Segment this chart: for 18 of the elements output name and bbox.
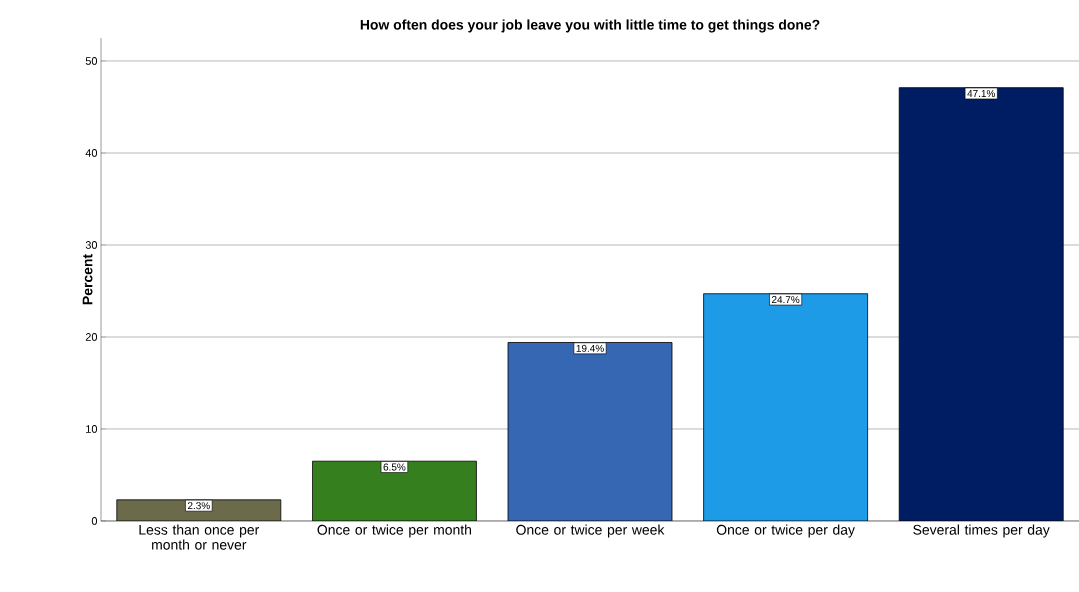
x-tick-label: Once or twice per day xyxy=(716,524,855,538)
y-tick-label: 0 xyxy=(91,517,98,525)
y-tick-label: 10 xyxy=(86,425,98,433)
data-label: 47.1% xyxy=(967,89,995,97)
chart-title: How often does your job leave you with little time to get things done? xyxy=(360,19,820,33)
y-axis-title: Percent xyxy=(82,254,93,305)
y-tick-label: 20 xyxy=(85,333,98,341)
y-tick-label: 30 xyxy=(85,241,98,249)
x-tick-label: Several times per day xyxy=(913,524,1050,538)
x-tick-label: Once or twice per month xyxy=(317,524,472,538)
y-tick-label: 50 xyxy=(85,57,98,65)
data-label: 19.4% xyxy=(576,344,604,352)
x-tick-label: Once or twice per week xyxy=(516,524,665,538)
y-tick-label: 40 xyxy=(85,149,98,157)
data-label: 2.3% xyxy=(187,502,210,510)
data-label: 24.7% xyxy=(771,296,800,304)
x-tick-label: Less than once per month or never xyxy=(139,524,260,550)
data-label: 6.5% xyxy=(383,463,406,471)
